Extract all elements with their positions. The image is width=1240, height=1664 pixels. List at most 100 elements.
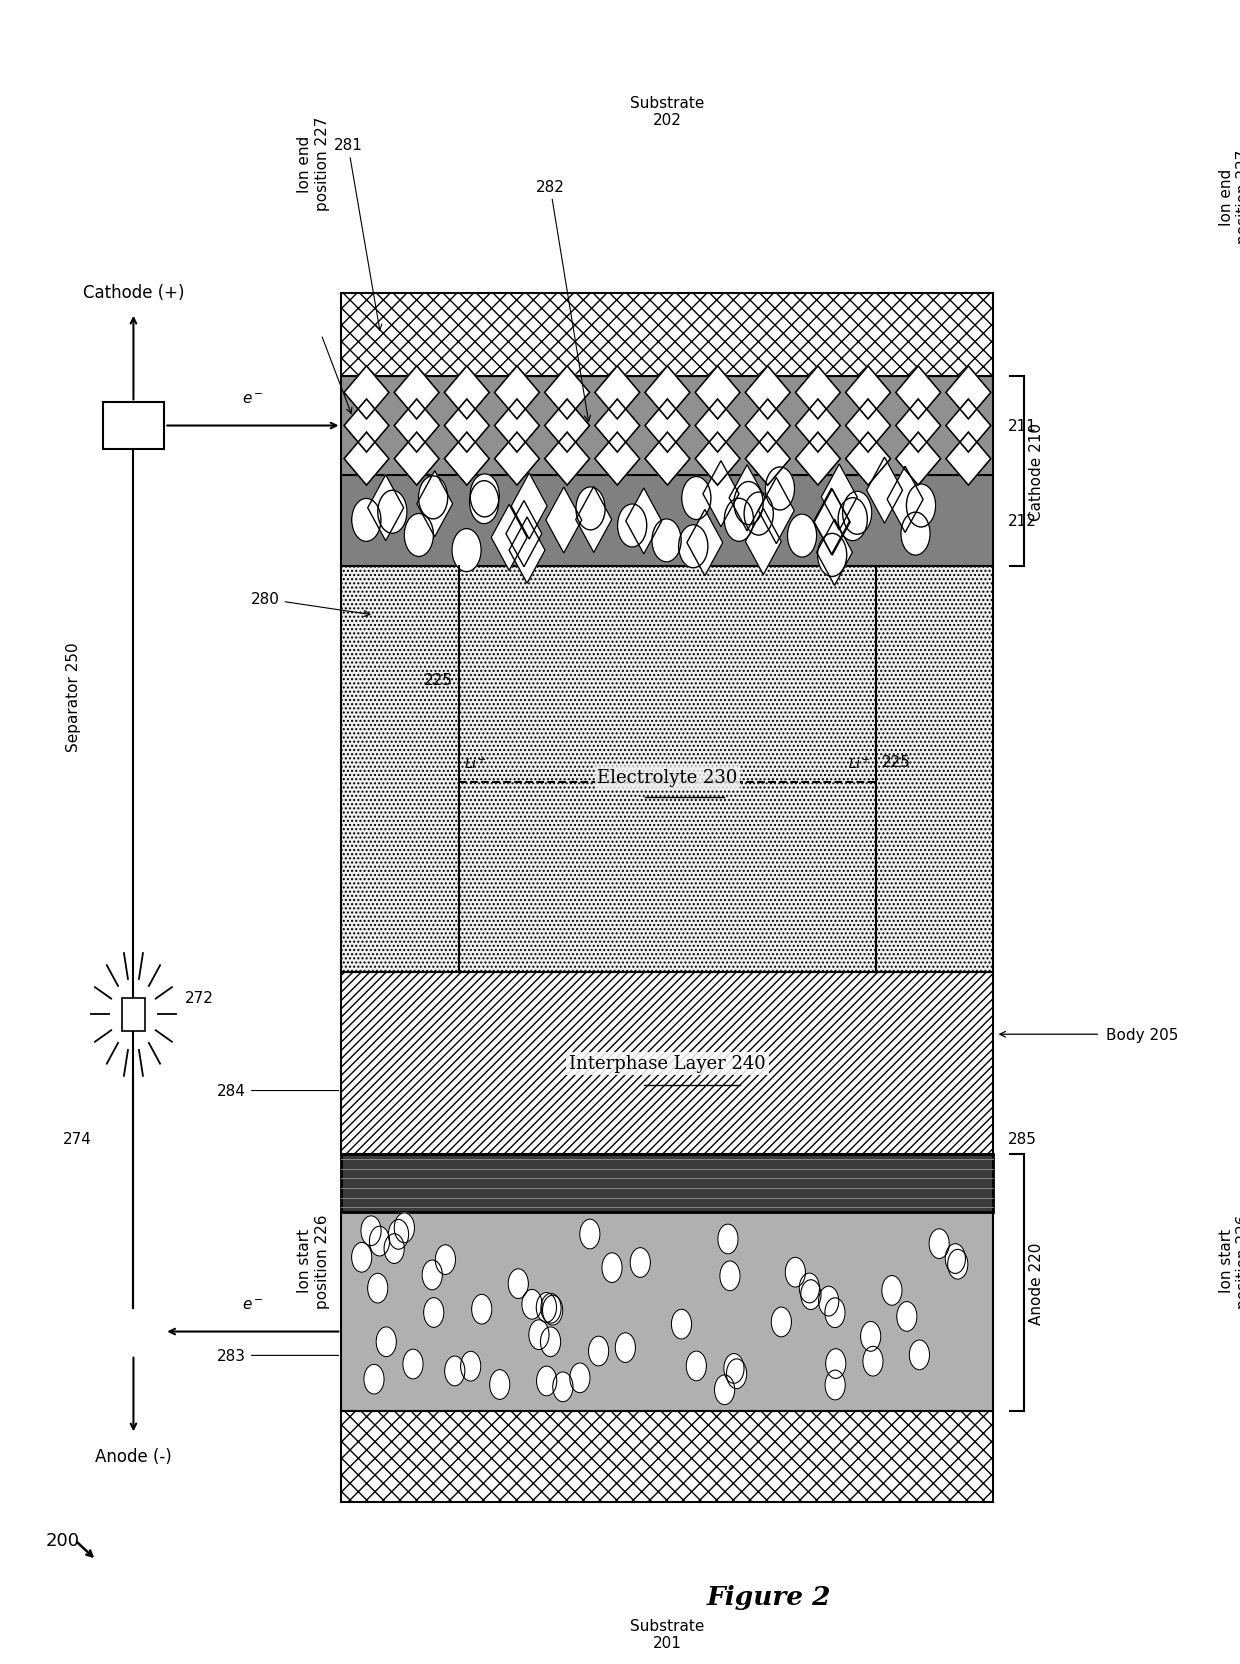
Text: Anode 220: Anode 220 bbox=[1029, 1241, 1044, 1325]
Polygon shape bbox=[491, 504, 527, 571]
Polygon shape bbox=[703, 461, 739, 527]
Polygon shape bbox=[821, 464, 857, 531]
Circle shape bbox=[618, 504, 647, 547]
Text: Interphase Layer 240: Interphase Layer 240 bbox=[569, 1055, 766, 1073]
Polygon shape bbox=[696, 433, 740, 486]
Polygon shape bbox=[368, 476, 404, 541]
Bar bbox=[341, 1411, 993, 1503]
Circle shape bbox=[838, 499, 867, 541]
Circle shape bbox=[718, 1225, 738, 1255]
Text: 212: 212 bbox=[1008, 514, 1037, 529]
Circle shape bbox=[589, 1336, 609, 1366]
Circle shape bbox=[451, 529, 481, 572]
Polygon shape bbox=[544, 433, 589, 486]
Text: Ion start
position 226: Ion start position 226 bbox=[1219, 1213, 1240, 1308]
Polygon shape bbox=[729, 466, 765, 531]
Polygon shape bbox=[895, 399, 941, 453]
Circle shape bbox=[801, 1280, 821, 1310]
Polygon shape bbox=[511, 474, 547, 539]
Circle shape bbox=[422, 1260, 443, 1290]
Polygon shape bbox=[394, 399, 439, 453]
Polygon shape bbox=[495, 433, 539, 486]
Circle shape bbox=[945, 1245, 966, 1273]
Polygon shape bbox=[645, 433, 689, 486]
Circle shape bbox=[543, 1296, 563, 1325]
Polygon shape bbox=[544, 399, 589, 453]
Bar bbox=[341, 376, 993, 476]
Circle shape bbox=[424, 1298, 444, 1328]
Polygon shape bbox=[696, 399, 740, 453]
Circle shape bbox=[734, 483, 763, 526]
Circle shape bbox=[724, 1354, 744, 1383]
Text: e$^-$: e$^-$ bbox=[242, 1296, 264, 1311]
Circle shape bbox=[929, 1230, 950, 1258]
Circle shape bbox=[404, 514, 434, 557]
Text: Substrate
202: Substrate 202 bbox=[630, 97, 704, 128]
Circle shape bbox=[522, 1290, 542, 1320]
Text: 281: 281 bbox=[334, 138, 382, 331]
Bar bbox=[341, 476, 993, 567]
Circle shape bbox=[363, 1364, 384, 1394]
Bar bbox=[341, 1155, 993, 1213]
Polygon shape bbox=[895, 366, 941, 419]
Text: 285: 285 bbox=[1008, 1132, 1037, 1146]
Polygon shape bbox=[745, 399, 790, 453]
Polygon shape bbox=[595, 433, 640, 486]
Text: 283: 283 bbox=[217, 1348, 339, 1363]
Circle shape bbox=[460, 1351, 481, 1381]
Text: Body 205: Body 205 bbox=[1106, 1027, 1178, 1042]
Circle shape bbox=[445, 1356, 465, 1386]
Circle shape bbox=[765, 468, 795, 511]
Polygon shape bbox=[495, 366, 539, 419]
Polygon shape bbox=[946, 433, 991, 486]
Circle shape bbox=[800, 1273, 820, 1303]
Polygon shape bbox=[595, 399, 640, 453]
Polygon shape bbox=[343, 399, 389, 453]
Polygon shape bbox=[887, 468, 923, 532]
Text: Ion end
position 227: Ion end position 227 bbox=[1219, 150, 1240, 245]
Bar bbox=[341, 972, 993, 1155]
Circle shape bbox=[384, 1235, 404, 1263]
Text: 200: 200 bbox=[46, 1531, 79, 1549]
Text: 272: 272 bbox=[185, 990, 215, 1005]
Text: Li$^+$: Li$^+$ bbox=[848, 755, 870, 772]
Polygon shape bbox=[394, 433, 439, 486]
Text: Separator 250: Separator 250 bbox=[66, 642, 81, 752]
Circle shape bbox=[601, 1253, 622, 1283]
Text: 282: 282 bbox=[536, 180, 590, 423]
Polygon shape bbox=[816, 519, 853, 586]
Text: 225: 225 bbox=[424, 672, 453, 687]
Polygon shape bbox=[795, 366, 841, 419]
Polygon shape bbox=[846, 399, 890, 453]
Polygon shape bbox=[745, 509, 781, 576]
Text: 225: 225 bbox=[882, 754, 910, 769]
Polygon shape bbox=[815, 489, 851, 556]
Text: Ion start
position 226: Ion start position 226 bbox=[298, 1213, 330, 1308]
Circle shape bbox=[470, 481, 498, 524]
Text: Li$^+$: Li$^+$ bbox=[465, 755, 487, 772]
Circle shape bbox=[897, 1301, 916, 1331]
Circle shape bbox=[575, 488, 605, 531]
Circle shape bbox=[537, 1366, 557, 1396]
Circle shape bbox=[744, 493, 774, 536]
Polygon shape bbox=[595, 366, 640, 419]
Bar bbox=[103, 403, 165, 449]
Polygon shape bbox=[495, 399, 539, 453]
Text: Substrate
201: Substrate 201 bbox=[630, 1617, 704, 1651]
Circle shape bbox=[671, 1310, 692, 1340]
Circle shape bbox=[580, 1220, 600, 1250]
Circle shape bbox=[826, 1350, 846, 1379]
Polygon shape bbox=[444, 366, 490, 419]
Polygon shape bbox=[946, 399, 991, 453]
Circle shape bbox=[470, 474, 500, 518]
Bar bbox=[341, 567, 993, 972]
Circle shape bbox=[376, 1328, 397, 1356]
Bar bbox=[341, 295, 993, 376]
Text: 280: 280 bbox=[250, 592, 370, 617]
Polygon shape bbox=[795, 399, 841, 453]
Circle shape bbox=[352, 499, 381, 542]
Circle shape bbox=[724, 499, 754, 542]
Polygon shape bbox=[895, 433, 941, 486]
Circle shape bbox=[541, 1293, 562, 1323]
Circle shape bbox=[652, 519, 681, 562]
